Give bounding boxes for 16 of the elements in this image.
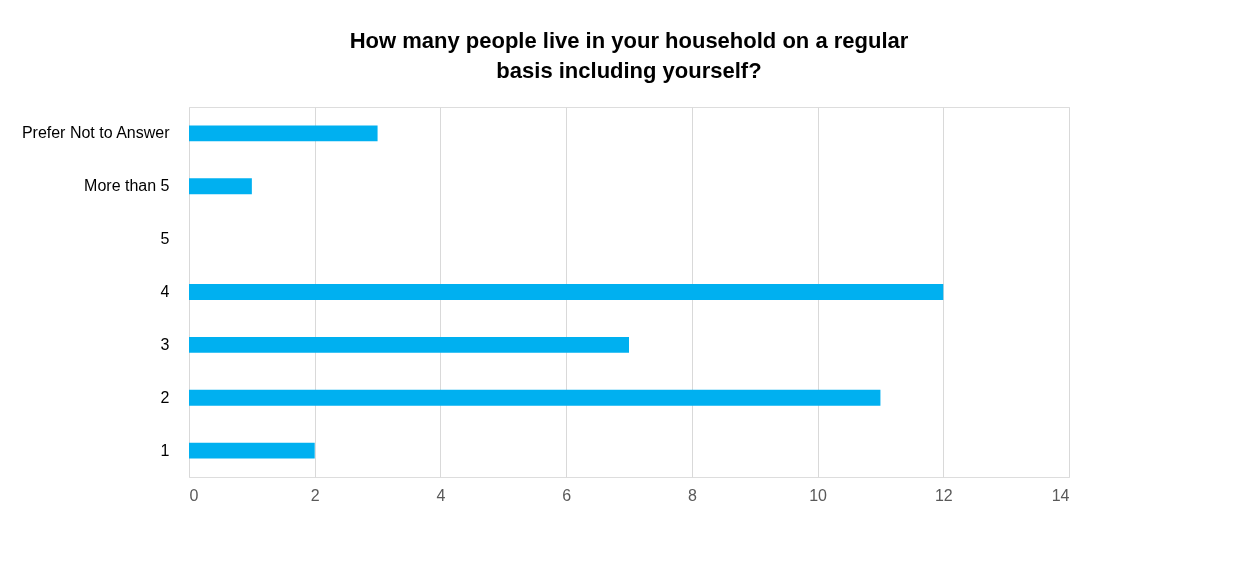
x-tick-label: 8 xyxy=(687,486,697,504)
y-tick-label: 1 xyxy=(160,441,170,459)
x-tick-label: 14 xyxy=(1051,486,1070,504)
y-tick-label: More than 5 xyxy=(84,177,170,195)
x-tick-label: 12 xyxy=(934,486,953,504)
x-tick-label: 6 xyxy=(562,486,572,504)
x-tick-label: 0 xyxy=(189,486,199,504)
x-tick-label: 4 xyxy=(436,486,446,504)
y-tick-label: Prefer Not to Answer xyxy=(21,124,171,142)
y-tick-label: 5 xyxy=(160,230,170,248)
x-tick-label: 2 xyxy=(310,486,320,504)
y-tick-label: 4 xyxy=(160,283,170,300)
y-tick-label: 2 xyxy=(160,388,170,406)
x-tick-label: 10 xyxy=(809,486,828,504)
y-tick-label: 3 xyxy=(160,335,170,353)
chart-title: How many people live in your household on a regular basis including yourself? xyxy=(349,28,909,83)
